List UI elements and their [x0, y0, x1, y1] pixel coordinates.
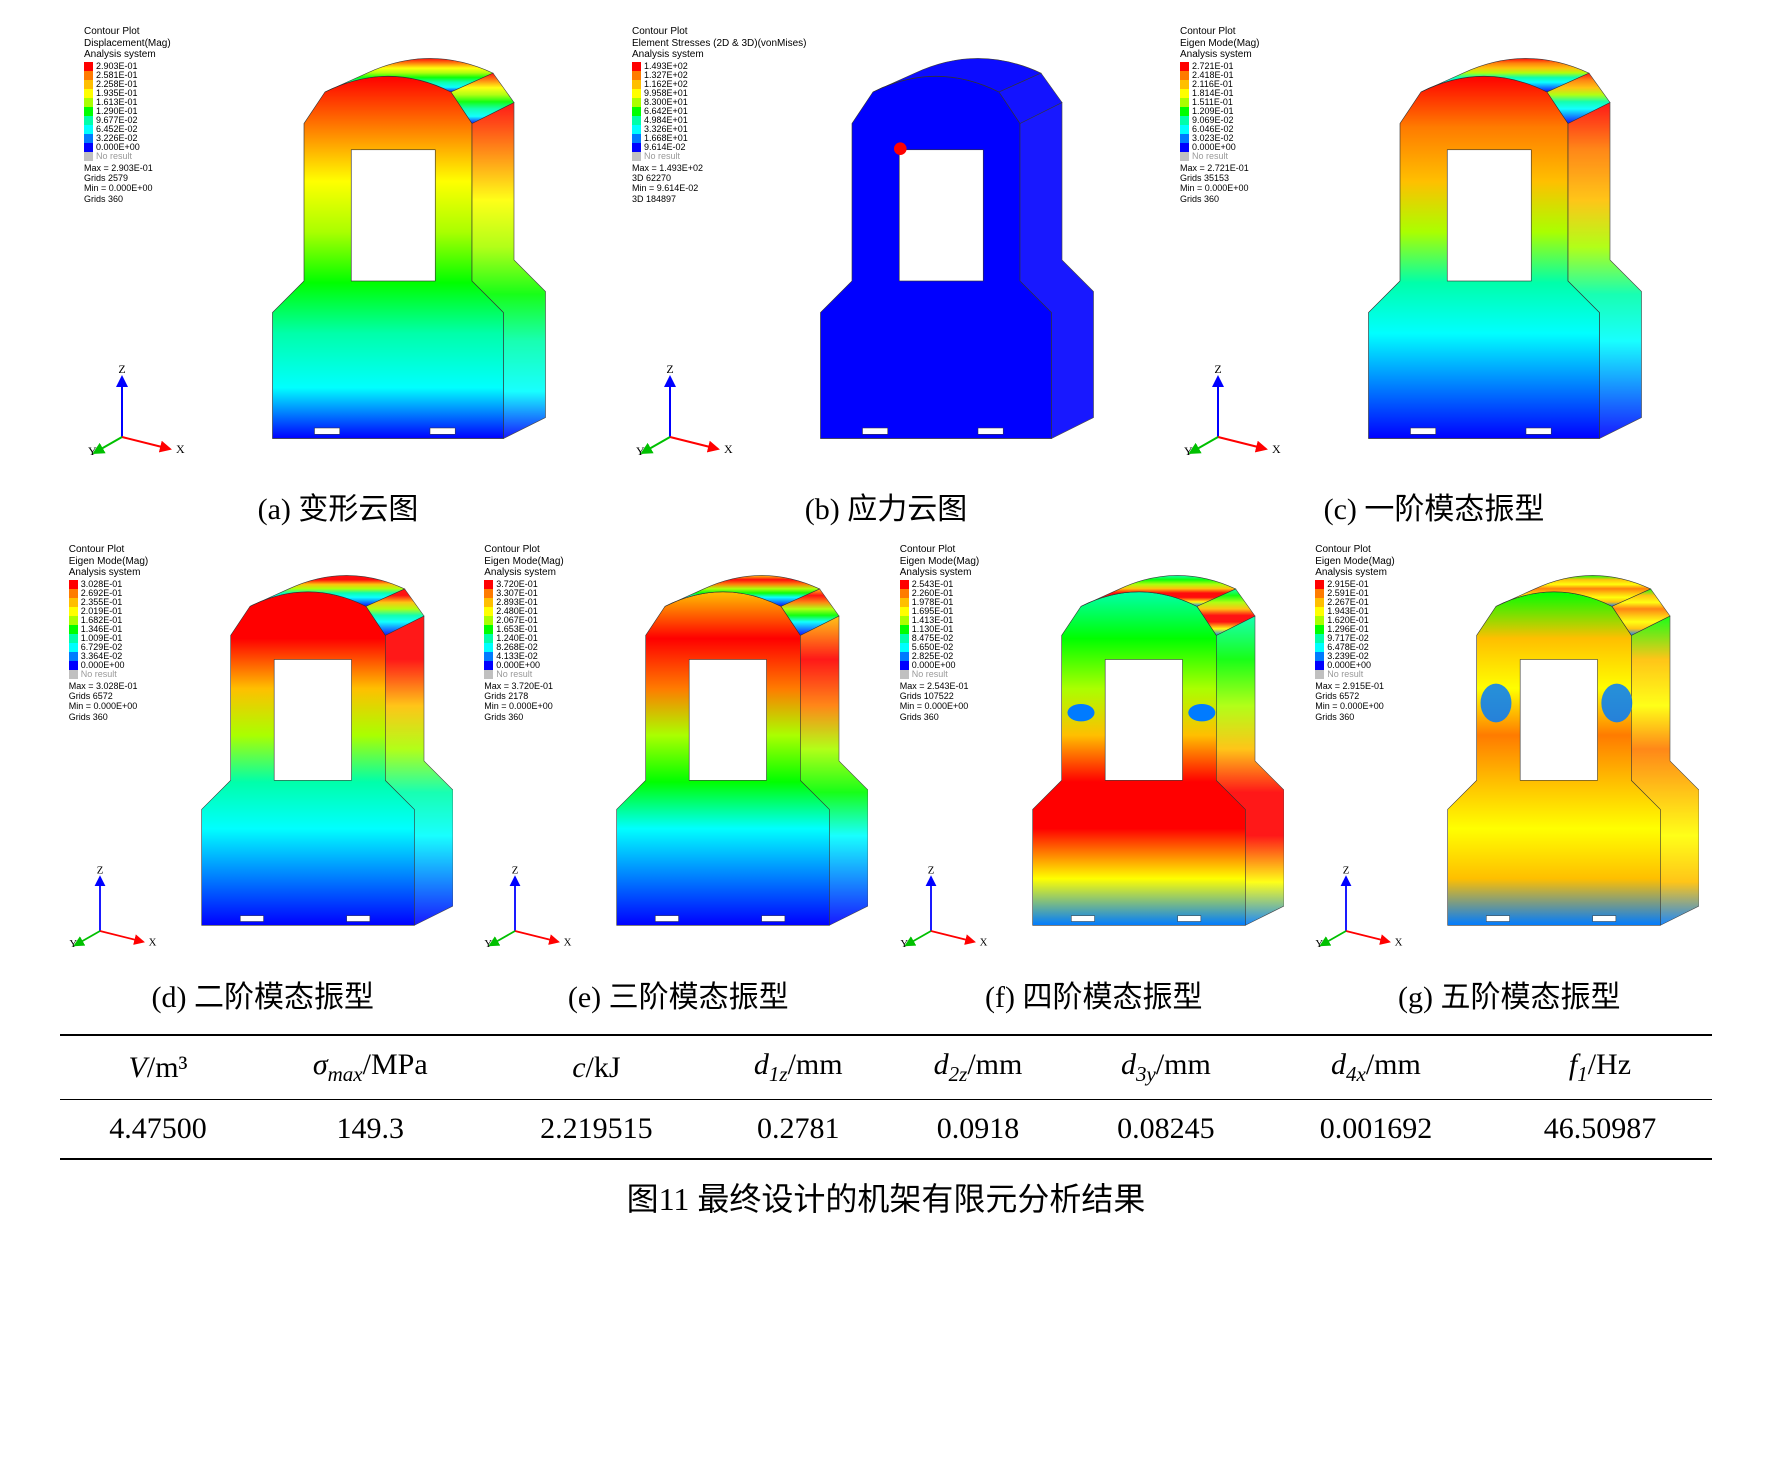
panel-g: Contour Plot Eigen Mode(Mag) Analysis sy…	[1309, 538, 1709, 1016]
legend-noresult: No result	[1327, 669, 1363, 679]
svg-text:Z: Z	[927, 864, 934, 876]
svg-text:Y: Y	[69, 938, 77, 950]
svg-text:X: X	[1272, 442, 1281, 456]
result-table: V/m³σmax/MPac/kJd1z/mmd2z/mmd3y/mmd4x/mm…	[60, 1034, 1712, 1160]
svg-text:X: X	[1395, 936, 1403, 948]
table-cell: 0.08245	[1068, 1100, 1264, 1160]
legend-noresult: No result	[644, 151, 680, 161]
panel-caption-a: (a) 变形云图	[258, 484, 419, 528]
panel-f: Contour Plot Eigen Mode(Mag) Analysis sy…	[894, 538, 1294, 1016]
figure-grid: Contour Plot Displacement(Mag) Analysis …	[0, 0, 1772, 1016]
panel-c: Contour Plot Eigen Mode(Mag) Analysis sy…	[1174, 20, 1694, 528]
legend-noresult: No result	[96, 151, 132, 161]
fea-model-f	[994, 566, 1284, 961]
svg-text:Y: Y	[1316, 938, 1324, 950]
legend-noresult: No result	[912, 669, 948, 679]
svg-text:Y: Y	[485, 938, 493, 950]
table-header-row: V/m³σmax/MPac/kJd1z/mmd2z/mmd3y/mmd4x/mm…	[60, 1035, 1712, 1100]
panel-caption-d: (d) 二阶模态振型	[152, 972, 374, 1016]
svg-text:X: X	[148, 936, 156, 948]
panel-caption-b: (b) 应力云图	[805, 484, 967, 528]
axis-triad-icon: Z X Y	[1188, 367, 1278, 462]
svg-text:Y: Y	[88, 444, 97, 458]
table-cell: 149.3	[256, 1100, 484, 1160]
svg-text:X: X	[979, 936, 987, 948]
contour-plot-e: Contour Plot Eigen Mode(Mag) Analysis sy…	[478, 538, 878, 968]
panel-b: Contour Plot Element Stresses (2D & 3D)(…	[626, 20, 1146, 528]
table-cell: 4.47500	[60, 1100, 256, 1160]
table-col-header: σmax/MPa	[256, 1035, 484, 1100]
table-col-header: c/kJ	[484, 1035, 708, 1100]
table-col-header: d1z/mm	[708, 1035, 888, 1100]
panel-e: Contour Plot Eigen Mode(Mag) Analysis sy…	[478, 538, 878, 1016]
fea-model-g	[1409, 566, 1699, 961]
legend-a: Contour Plot Displacement(Mag) Analysis …	[84, 26, 171, 204]
contour-plot-a: Contour Plot Displacement(Mag) Analysis …	[78, 20, 598, 480]
legend-g: Contour Plot Eigen Mode(Mag) Analysis sy…	[1315, 544, 1394, 722]
table-col-header: d4x/mm	[1264, 1035, 1488, 1100]
fea-model-a	[198, 50, 578, 475]
fea-model-b	[746, 50, 1126, 475]
contour-plot-f: Contour Plot Eigen Mode(Mag) Analysis sy…	[894, 538, 1294, 968]
contour-plot-b: Contour Plot Element Stresses (2D & 3D)(…	[626, 20, 1146, 480]
contour-plot-d: Contour Plot Eigen Mode(Mag) Analysis sy…	[63, 538, 463, 968]
svg-text:Y: Y	[900, 938, 908, 950]
panel-d: Contour Plot Eigen Mode(Mag) Analysis sy…	[63, 538, 463, 1016]
svg-text:Z: Z	[512, 864, 519, 876]
table-col-header: f1/Hz	[1488, 1035, 1712, 1100]
table-col-header: d2z/mm	[888, 1035, 1068, 1100]
table-data-row: 4.47500149.32.2195150.27810.09180.082450…	[60, 1100, 1712, 1160]
table-cell: 0.2781	[708, 1100, 888, 1160]
legend-noresult: No result	[81, 669, 117, 679]
axis-triad-icon: Z X Y	[92, 367, 182, 462]
axis-triad-icon: Z X Y	[73, 868, 154, 954]
fea-model-e	[578, 566, 868, 961]
panel-caption-f: (f) 四阶模态振型	[985, 972, 1202, 1016]
axis-triad-icon: Z X Y	[640, 367, 730, 462]
svg-text:Y: Y	[636, 444, 645, 458]
svg-text:Z: Z	[1214, 362, 1221, 376]
svg-text:Z: Z	[96, 864, 103, 876]
legend-noresult: No result	[496, 669, 532, 679]
row-top: Contour Plot Displacement(Mag) Analysis …	[60, 20, 1712, 528]
contour-plot-g: Contour Plot Eigen Mode(Mag) Analysis sy…	[1309, 538, 1709, 968]
row-bottom: Contour Plot Eigen Mode(Mag) Analysis sy…	[60, 538, 1712, 1016]
axis-triad-icon: Z X Y	[488, 868, 569, 954]
svg-text:X: X	[724, 442, 733, 456]
svg-text:X: X	[564, 936, 572, 948]
table-col-header: d3y/mm	[1068, 1035, 1264, 1100]
fea-model-d	[163, 566, 453, 961]
table-cell: 46.50987	[1488, 1100, 1712, 1160]
panel-a: Contour Plot Displacement(Mag) Analysis …	[78, 20, 598, 528]
panel-caption-g: (g) 五阶模态振型	[1398, 972, 1620, 1016]
svg-text:Z: Z	[118, 362, 125, 376]
svg-text:Y: Y	[1184, 444, 1193, 458]
axis-triad-icon: Z X Y	[904, 868, 985, 954]
fea-model-c	[1294, 50, 1674, 475]
svg-text:X: X	[176, 442, 185, 456]
table-col-header: V/m³	[60, 1035, 256, 1100]
legend-noresult: No result	[1192, 151, 1228, 161]
svg-text:Z: Z	[1343, 864, 1350, 876]
panel-caption-c: (c) 一阶模态振型	[1324, 484, 1545, 528]
table-cell: 2.219515	[484, 1100, 708, 1160]
table-cell: 0.001692	[1264, 1100, 1488, 1160]
legend-e: Contour Plot Eigen Mode(Mag) Analysis sy…	[484, 544, 563, 722]
legend-f: Contour Plot Eigen Mode(Mag) Analysis sy…	[900, 544, 979, 722]
panel-caption-e: (e) 三阶模态振型	[568, 972, 789, 1016]
legend-c: Contour Plot Eigen Mode(Mag) Analysis sy…	[1180, 26, 1259, 204]
axis-triad-icon: Z X Y	[1319, 868, 1400, 954]
result-table-wrap: V/m³σmax/MPac/kJd1z/mmd2z/mmd3y/mmd4x/mm…	[60, 1034, 1712, 1160]
table-cell: 0.0918	[888, 1100, 1068, 1160]
svg-text:Z: Z	[666, 362, 673, 376]
contour-plot-c: Contour Plot Eigen Mode(Mag) Analysis sy…	[1174, 20, 1694, 480]
figure-caption: 图11 最终设计的机架有限元分析结果	[0, 1174, 1772, 1220]
legend-d: Contour Plot Eigen Mode(Mag) Analysis sy…	[69, 544, 148, 722]
